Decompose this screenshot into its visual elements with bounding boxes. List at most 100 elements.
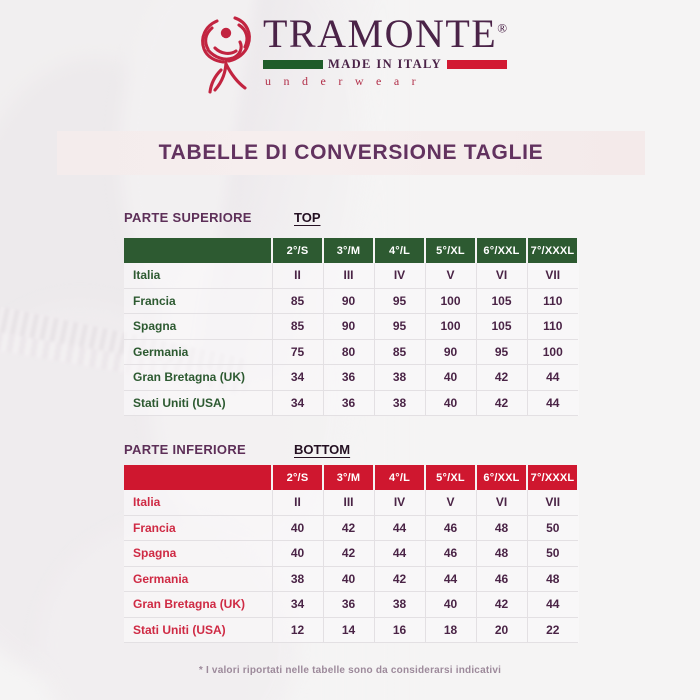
brand-logo: TRAMONTE® MADE IN ITALY underwear [195,10,507,100]
table-cell: 105 [476,288,528,314]
table-row: Spagna 40 42 44 46 48 50 [124,540,578,567]
table-cell: 44 [527,390,578,416]
table-row: Spagna 85 90 95 100 105 110 [124,313,578,340]
table-cell: 90 [323,313,375,340]
table-row: Stati Uniti (USA) 34 36 38 40 42 44 [124,390,578,416]
section-label-parte-inferiore: PARTE INFERIORE [124,442,246,457]
made-in-italy-label: MADE IN ITALY [328,56,443,71]
table-cell: 80 [323,339,375,365]
table-cell: 90 [323,288,375,314]
table-cell: 46 [425,515,477,541]
column-header-size-l: 4°/L [374,465,426,490]
table-cell: III [323,490,375,516]
table-row: Stati Uniti (USA) 12 14 16 18 20 22 [124,617,578,643]
row-label: Spagna [124,313,273,340]
table-cell: 12 [272,617,324,643]
table-cell: 38 [374,390,426,416]
table-cell: VI [476,263,528,289]
table-row: Francia 85 90 95 100 105 110 [124,288,578,314]
table-cell: 40 [272,515,324,541]
footnote-disclaimer: * I valori riportati nelle tabelle sono … [198,665,502,676]
table-header-row: 2°/S 3°/M 4°/L 5°/XL 6°/XXL 7°/XXXL [124,238,579,263]
table-cell: 85 [374,339,426,365]
table-cell: 36 [323,591,375,618]
table-cell: 44 [425,566,477,592]
table-cell: 110 [527,313,578,340]
table-cell: 100 [425,313,477,340]
table-cell: 46 [425,540,477,567]
table-cell: 34 [272,364,324,391]
row-label: Francia [124,288,273,314]
table-cell: 75 [272,339,324,365]
table-cell: 100 [527,339,578,365]
table-cell: 14 [323,617,375,643]
table-cell: 40 [323,566,375,592]
table-cell: 50 [527,515,578,541]
row-label: Spagna [124,540,273,567]
table-cell: 34 [272,591,324,618]
table-cell: 42 [476,390,528,416]
table-cell: VI [476,490,528,516]
table-cell: II [272,490,324,516]
underwear-label: underwear [265,74,429,88]
column-header-size-s: 2°/S [272,465,324,490]
row-label: Francia [124,515,273,541]
table-row: Italia II III IV V VI VII [124,263,578,289]
table-cell: 48 [476,515,528,541]
column-header-size-xxl: 6°/XXL [476,238,528,263]
table-cell: 38 [272,566,324,592]
table-cell: 38 [374,364,426,391]
made-in-italy-line: MADE IN ITALY [263,56,508,71]
table-cell: 46 [476,566,528,592]
table-head: 2°/S 3°/M 4°/L 5°/XL 6°/XXL 7°/XXXL [124,238,579,263]
table-cell: III [323,263,375,289]
table-cell: 100 [425,288,477,314]
italy-flag-green-bar [263,59,323,69]
table-cell: 44 [374,540,426,567]
table-row: Gran Bretagna (UK) 34 36 38 40 42 44 [124,591,578,618]
table-cell: 18 [425,617,477,643]
column-header-size-s: 2°/S [272,238,324,263]
emblem-dot [220,27,232,39]
table-cell: 34 [272,390,324,416]
italy-flag-red-bar [447,59,508,69]
size-table-top: 2°/S 3°/M 4°/L 5°/XL 6°/XXL 7°/XXXL Ital… [124,238,579,416]
column-header-country [124,238,273,263]
table-cell: 36 [323,364,375,391]
brand-wordmark-text: TRAMONTE [263,11,498,56]
column-header-size-xxl: 6°/XXL [476,465,528,490]
column-header-size-xl: 5°/XL [425,465,477,490]
column-header-size-xxxl: 7°/XXXL [527,238,579,263]
table-row: Germania 75 80 85 90 95 100 [124,339,578,365]
table-cell: 40 [425,390,477,416]
table-cell: 85 [272,313,324,340]
table-cell: 95 [374,288,426,314]
table-cell: 42 [323,515,375,541]
column-header-size-m: 3°/M [323,238,375,263]
table-cell: V [425,263,477,289]
table-body: Italia II III IV V VI VII Francia 40 42 … [124,490,578,643]
row-label: Gran Bretagna (UK) [124,364,273,391]
table-row: Italia II III IV V VI VII [124,490,578,516]
registered-mark: ® [497,20,508,36]
section-heading-bottom: PARTE INFERIORE BOTTOM [124,442,350,457]
table-cell: 85 [272,288,324,314]
background-shape [0,0,210,240]
table-cell: 40 [425,364,477,391]
page-title-banner: TABELLE DI CONVERSIONE TAGLIE [57,131,645,175]
table-header-row: 2°/S 3°/M 4°/L 5°/XL 6°/XXL 7°/XXXL [124,465,579,490]
table-row: Gran Bretagna (UK) 34 36 38 40 42 44 [124,364,578,391]
row-label: Italia [124,263,273,289]
table-row: Germania 38 40 42 44 46 48 [124,566,578,592]
table-cell: 36 [323,390,375,416]
table-cell: 44 [527,591,578,618]
column-header-size-xxxl: 7°/XXXL [527,465,579,490]
logo-text-block: TRAMONTE® MADE IN ITALY underwear [257,10,507,89]
row-label: Germania [124,339,273,365]
table-cell: VII [527,263,578,289]
section-label-parte-superiore: PARTE SUPERIORE [124,210,252,225]
table-cell: 105 [476,313,528,340]
table-cell: 40 [272,540,324,567]
tramonte-emblem-icon [201,16,251,94]
table-cell: 95 [476,339,528,365]
